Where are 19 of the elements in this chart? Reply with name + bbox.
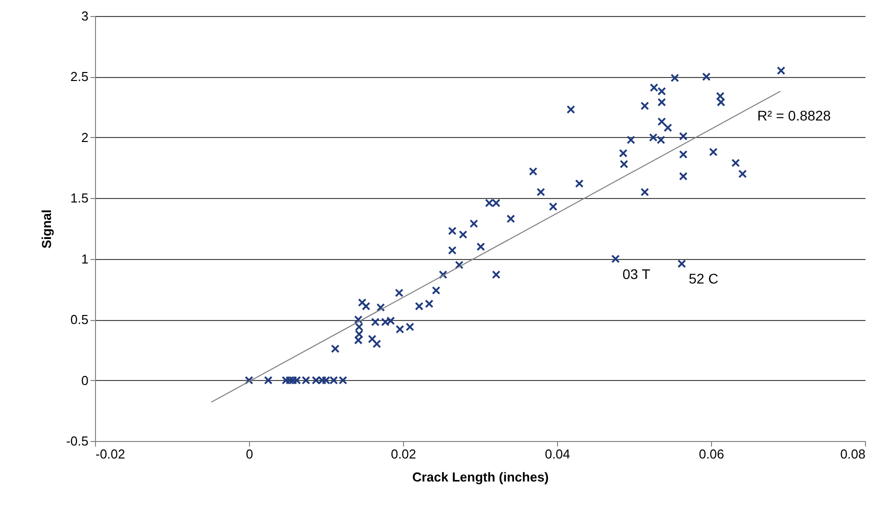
x-tick-label: 0.06 xyxy=(698,446,724,462)
annotation: 52 C xyxy=(688,270,718,287)
x-axis-title: Crack Length (inches) xyxy=(412,470,549,484)
x-tick-label: 0.08 xyxy=(840,446,866,462)
annotation: 03 T xyxy=(622,266,651,282)
y-tick-label: 2.5 xyxy=(70,69,88,84)
y-tick-label: 1 xyxy=(81,251,88,266)
x-tick-label: 0.02 xyxy=(390,446,416,462)
y-tick-label: 1.5 xyxy=(70,190,88,206)
y-axis-title: Signal xyxy=(39,209,54,249)
x-tick-label: 0 xyxy=(246,446,254,462)
y-tick-label: -0.5 xyxy=(66,434,88,448)
x-tick-label: -0.02 xyxy=(96,446,126,462)
y-tick-label: 0.5 xyxy=(70,312,88,328)
y-tick-label: 3 xyxy=(81,8,88,24)
annotation: R² = 0.8828 xyxy=(757,107,832,124)
y-tick-label: 2 xyxy=(81,130,88,145)
x-tick-label: 0.04 xyxy=(544,446,570,462)
y-tick-label: 0 xyxy=(81,372,88,388)
